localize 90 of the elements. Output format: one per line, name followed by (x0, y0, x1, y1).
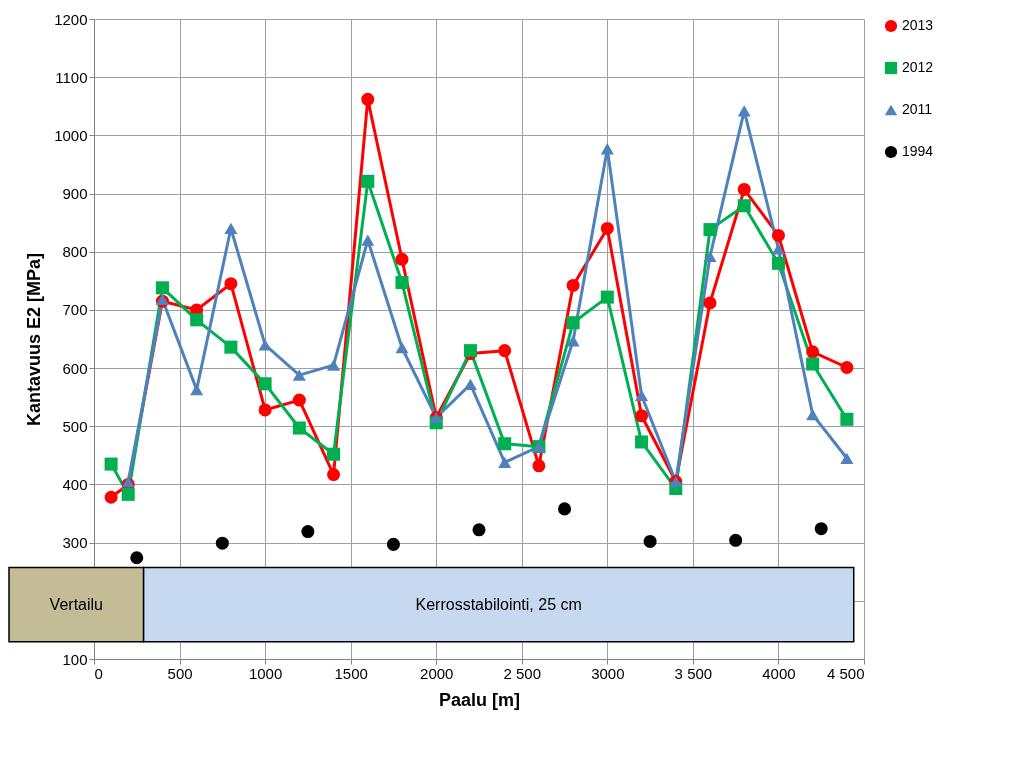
point (729, 533, 743, 547)
point (771, 256, 785, 270)
point (771, 243, 785, 255)
point (566, 316, 580, 330)
point (498, 437, 512, 451)
legend-label: 2013 (902, 17, 934, 33)
y-tick-label: 500 (62, 417, 88, 435)
point (395, 276, 409, 290)
band-label: Kerrosstabilointi, 25 cm (415, 595, 582, 613)
x-tick-label: 500 (167, 664, 193, 682)
y-tick-label: 700 (62, 301, 88, 319)
point (703, 223, 717, 237)
point (643, 534, 657, 548)
point (386, 537, 400, 551)
point (558, 502, 572, 516)
x-tick-label: 3000 (591, 664, 625, 682)
point (703, 250, 717, 263)
point (600, 143, 614, 155)
y-tick-label: 1100 (55, 68, 88, 86)
point (190, 313, 204, 327)
point (566, 278, 580, 292)
point (771, 228, 785, 242)
x-tick-label: 2 500 (503, 664, 542, 682)
point (463, 378, 477, 391)
x-tick-label: 2000 (420, 664, 454, 682)
y-tick-label: 600 (62, 359, 88, 377)
point (130, 551, 144, 565)
point (472, 523, 486, 537)
x-tick-label: 4000 (762, 664, 796, 682)
point (737, 199, 751, 213)
point (395, 342, 409, 354)
point (814, 522, 828, 536)
point (600, 290, 614, 304)
point (224, 222, 238, 235)
y-tick-label: 800 (62, 243, 88, 261)
point (840, 412, 854, 426)
point (292, 421, 306, 435)
point (840, 361, 854, 375)
point (498, 456, 512, 468)
point (806, 408, 820, 421)
band-label: Vertailu (49, 595, 103, 613)
point (361, 92, 375, 106)
x-tick-label: 1000 (248, 664, 283, 682)
point (737, 182, 751, 196)
point (703, 296, 717, 310)
point (361, 234, 375, 246)
point (155, 281, 169, 295)
point (292, 369, 306, 381)
point (840, 452, 854, 464)
x-tick-label: 4 500 (826, 664, 865, 682)
y-tick-label: 1200 (54, 10, 88, 28)
x-tick-label: 3 500 (674, 664, 713, 682)
point (258, 403, 272, 417)
y-axis-title: Kantavuus E2 [MPa] (24, 252, 45, 427)
point (806, 345, 820, 359)
y-tick-label: 900 (62, 185, 88, 203)
point (292, 393, 306, 407)
y-tick-label: 1000 (54, 126, 88, 144)
y-tick-label: 300 (62, 534, 88, 552)
point (361, 174, 375, 188)
point (258, 339, 272, 351)
point (737, 105, 751, 117)
point (104, 490, 118, 504)
y-tick-label: 400 (62, 475, 88, 493)
point (327, 447, 341, 461)
point (327, 468, 341, 482)
point (566, 335, 580, 347)
legend-label: 2011 (902, 101, 933, 117)
point (635, 409, 649, 423)
point (327, 359, 341, 371)
legend-label: 2012 (902, 59, 934, 75)
x-axis-title: Paalu [m] (438, 689, 521, 710)
point (224, 277, 238, 291)
point (498, 344, 512, 358)
point (301, 525, 315, 539)
point (224, 340, 238, 354)
point (258, 377, 272, 391)
point (215, 536, 229, 550)
x-tick-label: 0 (94, 664, 103, 682)
point (635, 389, 649, 402)
point (532, 459, 546, 473)
point (104, 457, 118, 471)
point (121, 487, 135, 501)
point (806, 357, 820, 371)
x-tick-label: 1500 (334, 664, 368, 682)
y-tick-label: 100 (62, 650, 88, 668)
point (635, 435, 649, 449)
point (600, 221, 614, 235)
point (395, 252, 409, 266)
legend-label: 1994 (902, 143, 934, 159)
